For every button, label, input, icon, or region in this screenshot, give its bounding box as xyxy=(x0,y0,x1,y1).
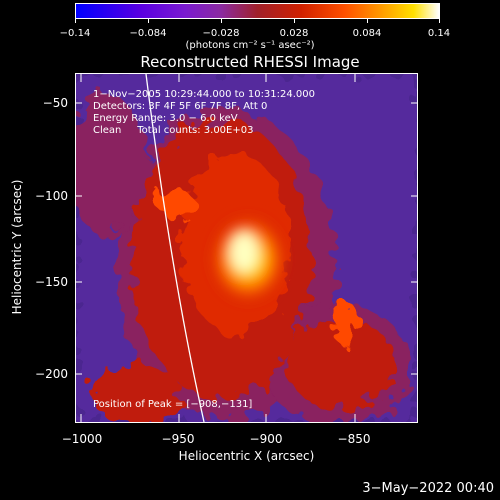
peak-position: Position of Peak = [−908,−131] xyxy=(93,399,253,410)
x-tick-label: −950 xyxy=(161,432,195,446)
y-axis-title: Heliocentric Y (arcsec) xyxy=(10,179,24,315)
x-tick-label: −1000 xyxy=(61,432,103,446)
colorbar xyxy=(75,3,440,19)
y-tick-label: −200 xyxy=(35,367,68,381)
colorbar-tick-label: 0.084 xyxy=(352,28,382,39)
y-tick-label: −150 xyxy=(35,275,68,289)
energy-range: Energy Range: 3.0 − 6.0 keV xyxy=(93,113,238,124)
detectors-info: Detectors: 3F 4F 5F 6F 7F 8F, Att 0 xyxy=(93,101,268,112)
xray-emission-map xyxy=(76,74,417,422)
colorbar-tick-label: 0.14 xyxy=(427,28,451,39)
plot-title: Reconstructed RHESSI Image xyxy=(140,53,360,71)
clean-info: Clean Total counts: 3.00E+03 xyxy=(93,125,254,136)
y-tick-label: −100 xyxy=(35,189,68,203)
solar-image: 1−Nov−2005 10:29:44.000 to 10:31:24.000 … xyxy=(75,73,418,423)
x-tick-label: −850 xyxy=(337,432,371,446)
colorbar-tick-label: −0.028 xyxy=(202,28,240,39)
colorbar-units: (photons cm⁻² s⁻¹ asec⁻²) xyxy=(185,40,315,51)
colorbar-tick-label: 0.028 xyxy=(279,28,309,39)
date-stamp: 3−May−2022 00:40 xyxy=(362,481,494,496)
x-axis-title: Heliocentric X (arcsec) xyxy=(178,449,315,463)
colorbar-tick-label: −0.084 xyxy=(129,28,167,39)
time-range: 1−Nov−2005 10:29:44.000 to 10:31:24.000 xyxy=(93,89,316,100)
y-tick-label: −50 xyxy=(42,96,68,110)
x-tick-label: −900 xyxy=(249,432,283,446)
colorbar-tick-label: −0.14 xyxy=(59,28,91,39)
